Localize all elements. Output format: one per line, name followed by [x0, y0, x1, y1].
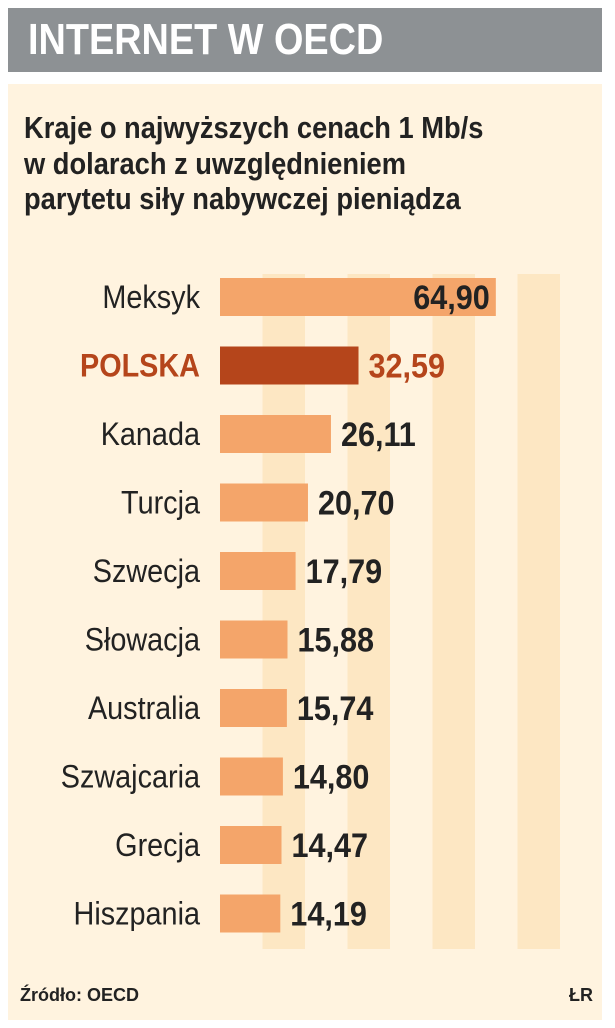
category-label-4: Turcja — [121, 485, 200, 521]
category-label-8: Szwajcaria — [61, 759, 200, 795]
value-label-8: 14,80 — [293, 758, 370, 796]
bar-7 — [220, 689, 287, 727]
bar-6 — [220, 620, 288, 659]
author-initials: ŁR — [569, 985, 593, 1005]
category-label-6: Słowacja — [85, 622, 200, 658]
category-label-3: Kanada — [101, 417, 200, 453]
category-label-1: Meksyk — [102, 280, 200, 316]
value-label-4: 20,70 — [318, 484, 395, 522]
grid-band-2 — [347, 274, 390, 949]
category-label-7: Australia — [88, 691, 200, 727]
chart-title-line-3: parytetu siły nabywczej pieniądza — [24, 181, 461, 217]
header-title: INTERNET W OECD — [28, 15, 384, 64]
value-label-6: 15,88 — [297, 621, 374, 659]
bar-8 — [220, 757, 283, 796]
value-label-1: 64,90 — [413, 279, 490, 317]
value-label-3: 26,11 — [341, 416, 416, 454]
category-label-9: Grecja — [115, 828, 200, 864]
value-label-10: 14,19 — [290, 895, 367, 933]
bar-5 — [220, 552, 296, 590]
bar-2 — [220, 346, 359, 385]
value-label-5: 17,79 — [306, 553, 383, 591]
grid-band-3 — [432, 274, 475, 949]
chart-title-line-2: w dolarach z uwzględnieniem — [24, 145, 406, 181]
bar-9 — [220, 826, 282, 864]
header-band: INTERNET W OECD — [8, 8, 602, 72]
bar-10 — [220, 894, 281, 933]
category-label-5: Szwecja — [93, 554, 200, 590]
value-label-9: 14,47 — [291, 827, 368, 865]
chart-title: Kraje o najwyższych cenach 1 Mb/s w dola… — [24, 110, 517, 217]
value-label-7: 15,74 — [297, 690, 374, 728]
bar-1 — [220, 278, 496, 316]
bar-4 — [220, 483, 308, 522]
value-label-2: 32,59 — [369, 347, 446, 385]
category-label-2: POLSKA — [80, 348, 200, 384]
bar-3 — [220, 415, 331, 453]
source-note: Źródło: OECD — [20, 985, 139, 1005]
category-label-10: Hiszpania — [74, 896, 201, 932]
grid-band-4 — [517, 274, 560, 949]
chart-title-line-1: Kraje o najwyższych cenach 1 Mb/s — [24, 110, 484, 145]
